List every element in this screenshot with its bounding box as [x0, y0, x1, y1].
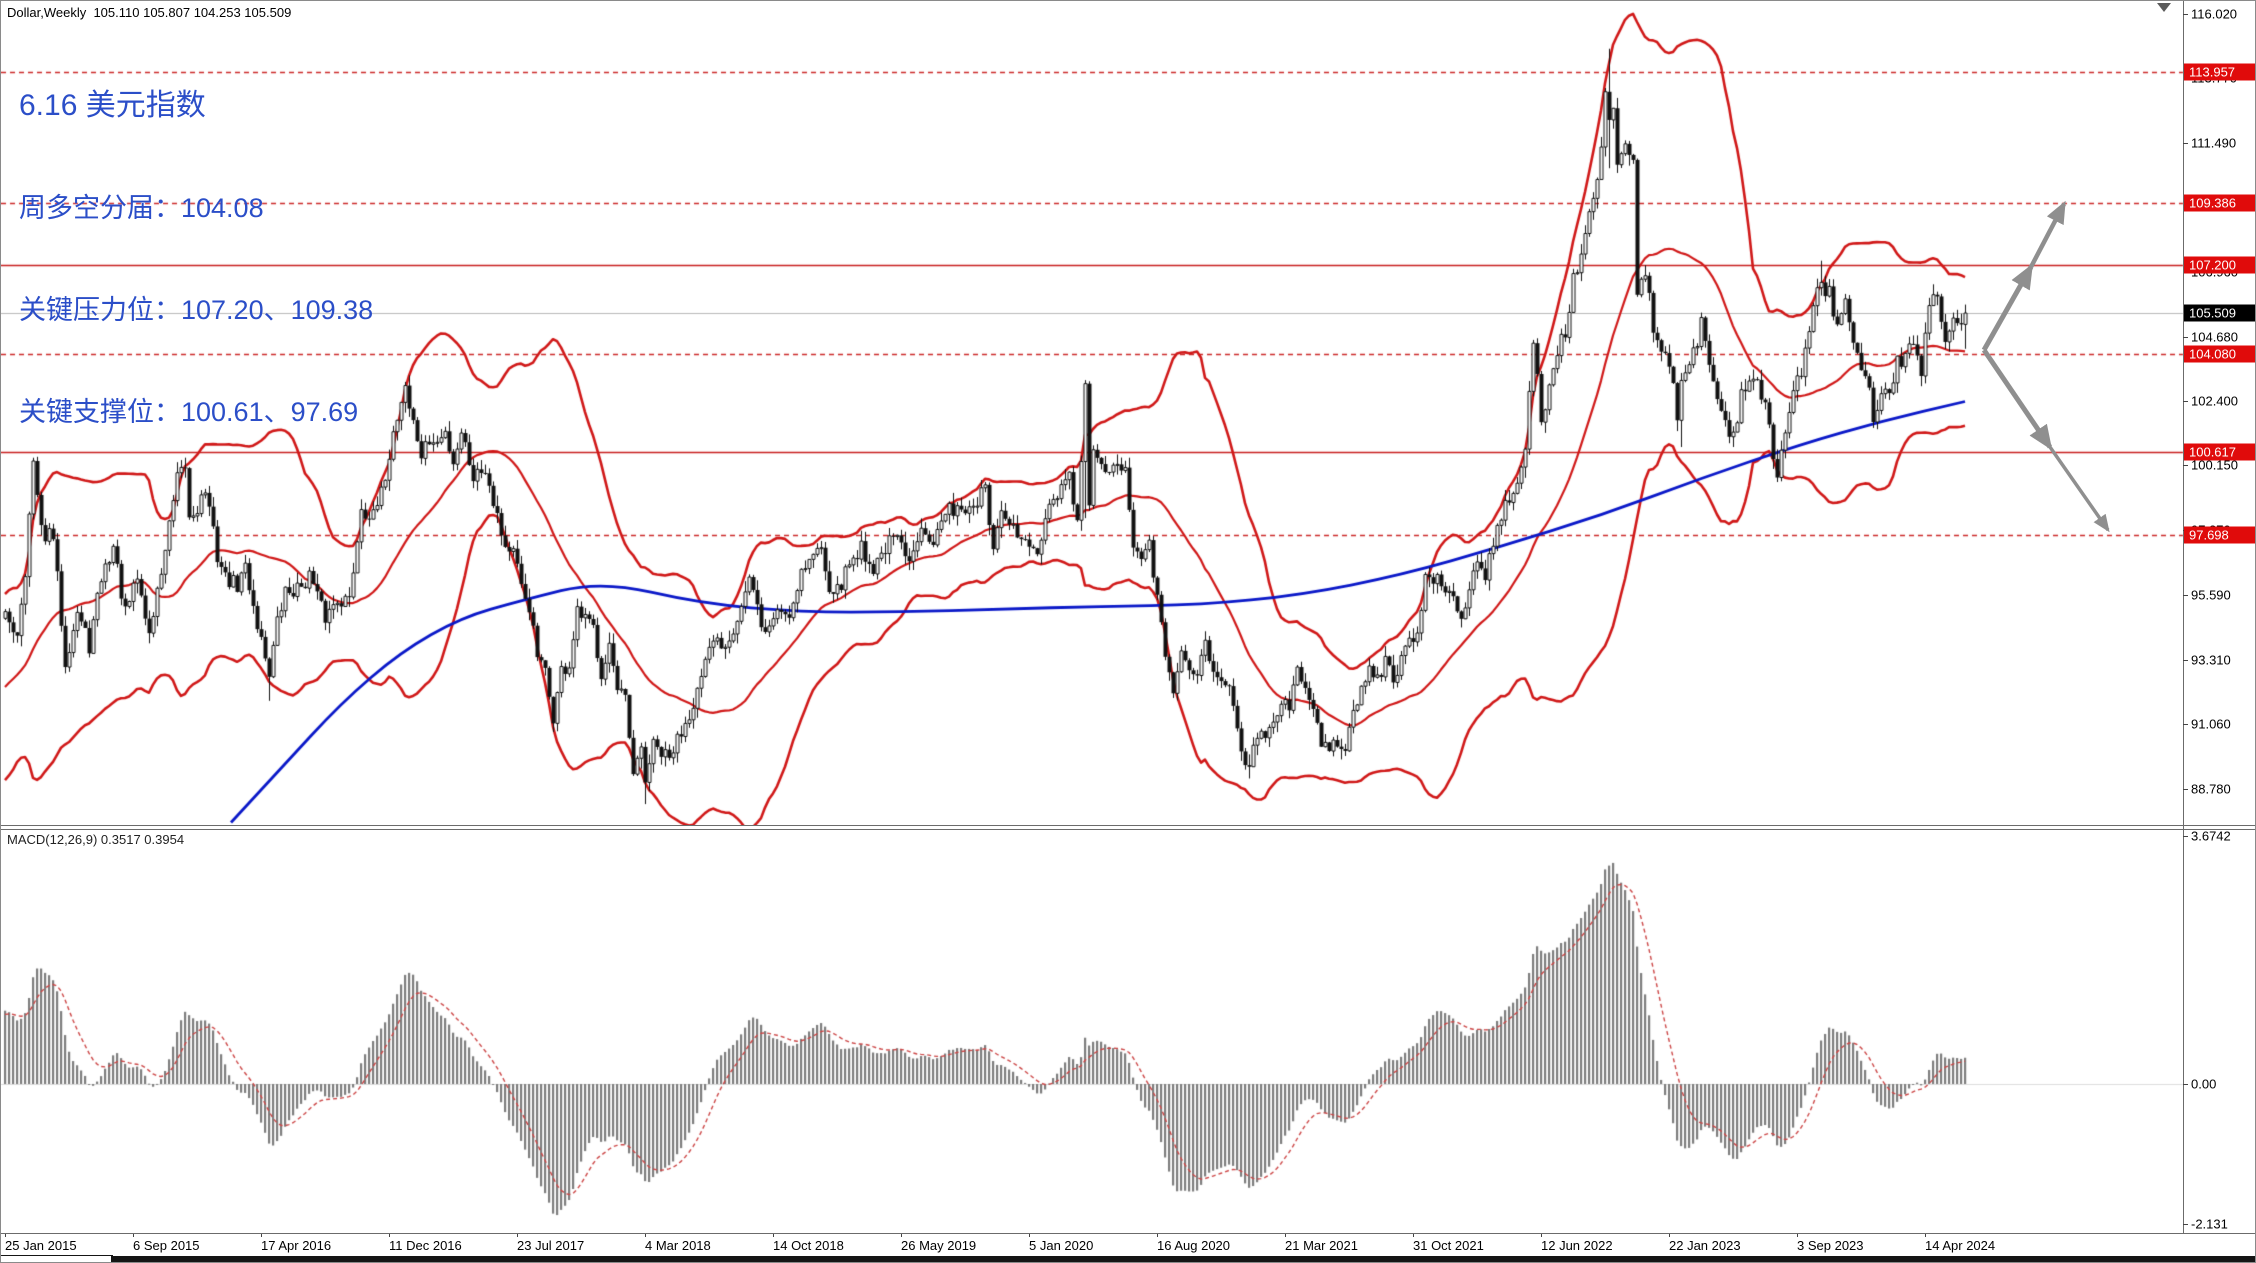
trend-arrow: [1981, 263, 2034, 352]
date-tick-label: 26 May 2019: [901, 1238, 977, 1253]
macd-tick-mark: [2183, 1224, 2188, 1225]
date-tick-mark: [1669, 1233, 1670, 1237]
trend-arrow: [2029, 200, 2066, 269]
date-tick-mark: [261, 1233, 262, 1237]
macd-indicator-chart[interactable]: [1, 830, 2255, 1233]
price-tick-label: 102.400: [2191, 393, 2238, 409]
price-tick-mark: [2183, 337, 2188, 338]
price-tick-mark: [2183, 401, 2188, 402]
date-tick-label: 11 Dec 2016: [389, 1238, 462, 1253]
date-axis-border: [1, 1233, 2255, 1234]
date-tick-label: 31 Oct 2021: [1413, 1238, 1484, 1253]
current-price-flag: 105.509: [2184, 304, 2255, 322]
date-tick-label: 12 Jun 2022: [1541, 1238, 1613, 1253]
date-tick-label: 21 Mar 2021: [1285, 1238, 1358, 1253]
price-level-flag: 104.080: [2184, 345, 2255, 363]
date-tick-mark: [5, 1233, 6, 1237]
price-level-flag: 100.617: [2184, 443, 2255, 461]
trend-arrow: [2048, 445, 2110, 533]
price-tick-label: 95.590: [2191, 587, 2231, 603]
date-tick-mark: [1541, 1233, 1542, 1237]
date-tick-mark: [389, 1233, 390, 1237]
date-tick-label: 14 Apr 2024: [1925, 1238, 1996, 1253]
macd-tick-label: -2.131: [2191, 1216, 2228, 1232]
date-tick-mark: [1925, 1233, 1926, 1237]
price-tick-mark: [2183, 465, 2188, 466]
price-tick-mark: [2183, 660, 2188, 661]
macd-tick-mark: [2183, 836, 2188, 837]
date-tick-label: 3 Sep 2023: [1797, 1238, 1864, 1253]
macd-indicator-label: MACD(12,26,9) 0.3517 0.3954: [7, 832, 185, 847]
date-tick-mark: [1413, 1233, 1414, 1237]
price-tick-mark: [2183, 14, 2188, 15]
trend-arrows: [1981, 200, 2110, 533]
date-tick-mark: [773, 1233, 774, 1237]
main-price-chart[interactable]: [1, 1, 2255, 825]
date-tick-label: 6 Sep 2015: [133, 1238, 200, 1253]
date-tick-label: 25 Jan 2015: [5, 1238, 77, 1253]
price-tick-label: 88.780: [2191, 781, 2231, 797]
date-tick-label: 22 Jan 2023: [1669, 1238, 1741, 1253]
price-tick-label: 116.020: [2191, 6, 2238, 22]
price-level-flag: 97.698: [2184, 526, 2255, 544]
price-tick-label: 93.310: [2191, 652, 2231, 668]
date-tick-mark: [901, 1233, 902, 1237]
scrollbar-track: [1, 1255, 113, 1256]
chart-shift-icon[interactable]: [2157, 3, 2171, 12]
price-axis-border: [2183, 1, 2184, 1233]
macd-tick-label: 0.00: [2191, 1076, 2217, 1092]
horizontal-scrollbar[interactable]: [111, 1256, 2255, 1262]
macd-tick-label: 3.6742: [2191, 828, 2231, 844]
date-tick-label: 14 Oct 2018: [773, 1238, 844, 1253]
date-tick-mark: [1157, 1233, 1158, 1237]
annotation-title: 6.16 美元指数: [19, 89, 206, 122]
symbol-title: Dollar,Weekly 105.110 105.807 104.253 10…: [7, 5, 292, 20]
date-tick-label: 23 Jul 2017: [517, 1238, 585, 1253]
price-level-flag: 113.957: [2184, 63, 2255, 81]
analysis-annotation: 6.16 美元指数 周多空分届：104.08 关键压力位：107.20、109.…: [19, 21, 373, 497]
date-tick-label: 5 Jan 2020: [1029, 1238, 1094, 1253]
annotation-resistance-line: 关键压力位：107.20、109.38: [19, 295, 374, 325]
price-level-flag: 109.386: [2184, 194, 2255, 212]
date-tick-mark: [1797, 1233, 1798, 1237]
price-level-flag: 107.200: [2184, 256, 2255, 274]
date-tick-mark: [645, 1233, 646, 1237]
price-tick-label: 111.490: [2191, 135, 2237, 151]
date-tick-mark: [1285, 1233, 1286, 1237]
date-tick-mark: [517, 1233, 518, 1237]
date-tick-label: 16 Aug 2020: [1157, 1238, 1231, 1253]
trend-arrow: [1981, 348, 2053, 451]
annotation-pivot-line: 周多空分届：104.08: [19, 193, 264, 223]
price-tick-mark: [2183, 789, 2188, 790]
annotation-support-line: 关键支撑位：100.61、97.69: [19, 397, 359, 427]
price-tick-label: 91.060: [2191, 716, 2231, 732]
macd-tick-mark: [2183, 1084, 2188, 1085]
date-tick-mark: [133, 1233, 134, 1237]
date-tick-label: 4 Mar 2018: [645, 1238, 711, 1253]
date-tick-mark: [1029, 1233, 1030, 1237]
price-tick-mark: [2183, 595, 2188, 596]
panel-separator-bottom: [1, 829, 2255, 830]
price-tick-mark: [2183, 143, 2188, 144]
price-tick-mark: [2183, 724, 2188, 725]
price-tick-label: 104.680: [2191, 329, 2238, 345]
panel-separator-top: [1, 825, 2255, 826]
date-tick-label: 17 Apr 2016: [261, 1238, 332, 1253]
price-tick-label: 100.150: [2191, 457, 2238, 473]
